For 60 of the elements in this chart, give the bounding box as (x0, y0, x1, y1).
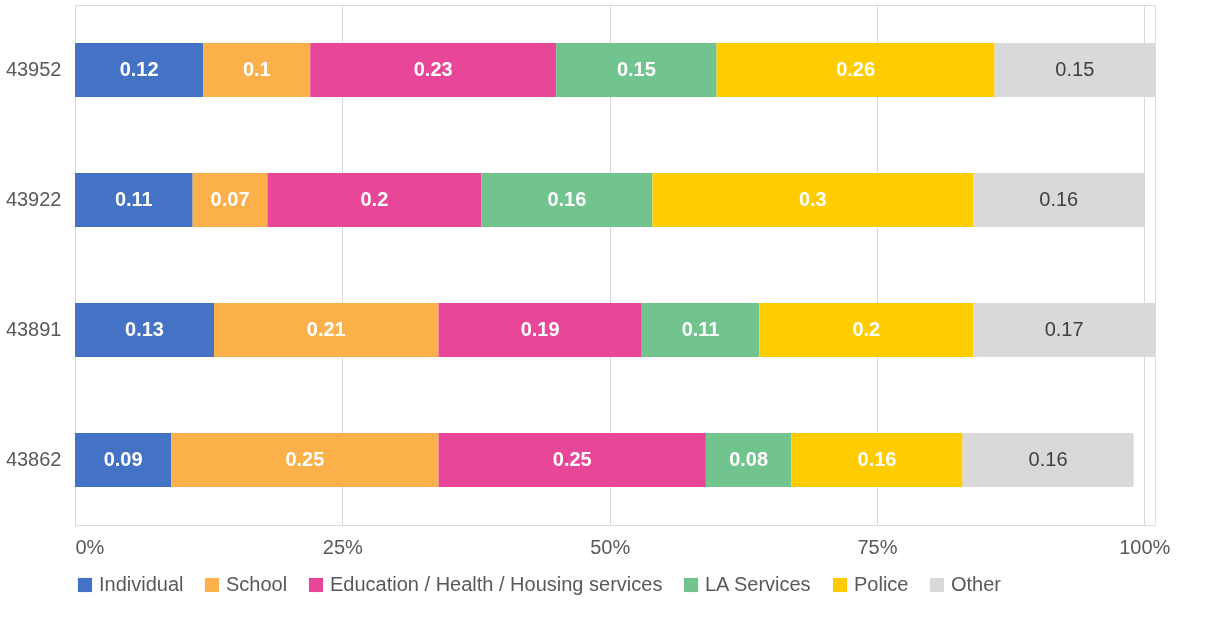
bar (267, 173, 482, 227)
bar (192, 173, 268, 227)
x-tick-label: 0% (75, 535, 105, 558)
data-label: 0.25 (552, 448, 592, 470)
data-label: 0.2 (360, 188, 389, 210)
data-label: 0.11 (114, 188, 153, 210)
bar (75, 43, 204, 97)
legend-label: Other (951, 573, 1002, 595)
data-label: 0.1 (242, 58, 271, 80)
data-label: 0.12 (119, 58, 159, 80)
y-tick-label: 43922 (5, 188, 62, 210)
data-label: 0.25 (285, 448, 325, 470)
y-tick-label: 43952 (5, 58, 62, 80)
bar (791, 433, 963, 487)
data-label: 0.2 (852, 318, 881, 340)
bar (556, 43, 717, 97)
data-label: 0.17 (1044, 318, 1084, 340)
data-label: 0.16 (857, 448, 897, 470)
data-label: 0.09 (103, 448, 143, 470)
bar (75, 173, 193, 227)
bar (171, 433, 439, 487)
bar (716, 43, 995, 97)
x-tick-label: 25% (322, 535, 364, 558)
bar (481, 173, 653, 227)
bar (652, 173, 974, 227)
data-label: 0.19 (520, 318, 560, 340)
y-tick-label: 43862 (5, 448, 62, 470)
bar (75, 303, 215, 357)
legend-label: Individual (99, 573, 184, 595)
data-label: 0.08 (729, 448, 769, 470)
legend-label: Education / Health / Housing services (330, 573, 663, 595)
data-label: 0.15 (616, 58, 656, 80)
data-label: 0.3 (798, 188, 827, 210)
bar (759, 303, 974, 357)
data-label: 0.16 (1039, 188, 1079, 210)
legend-label: School (226, 573, 288, 595)
bar (438, 303, 642, 357)
data-label: 0.07 (210, 188, 250, 210)
bar (75, 433, 172, 487)
legend-label: Police (854, 573, 909, 595)
data-label: 0.26 (836, 58, 876, 80)
x-tick-label: 75% (857, 535, 898, 558)
x-tick-label: 100% (1119, 535, 1171, 558)
data-label: 0.15 (1055, 58, 1095, 80)
data-label: 0.16 (547, 188, 587, 210)
legend-label: LA Services (705, 573, 811, 595)
bar (203, 43, 311, 97)
data-label: 0.13 (125, 318, 164, 340)
bar (962, 433, 1134, 487)
y-tick-label: 43891 (5, 318, 62, 340)
bar (214, 303, 439, 357)
data-label: 0.21 (306, 318, 346, 340)
data-label: 0.23 (413, 58, 453, 80)
bar (705, 433, 792, 487)
x-tick-label: 50% (590, 535, 631, 558)
bar (641, 303, 760, 357)
bar (438, 433, 706, 487)
data-label: 0.11 (681, 318, 720, 340)
data-label: 0.16 (1028, 448, 1068, 470)
bar (310, 43, 557, 97)
